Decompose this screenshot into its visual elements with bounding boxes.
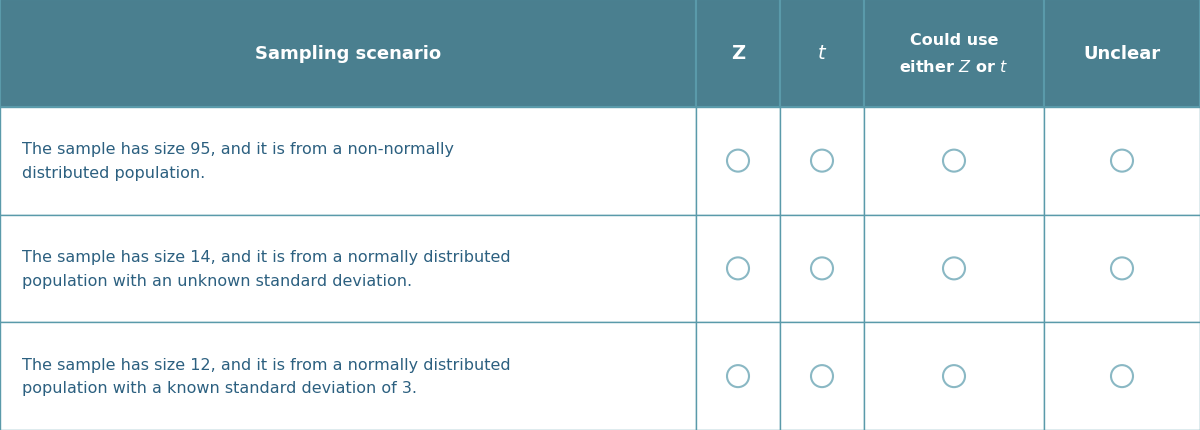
Bar [780, 108, 864, 215]
Bar [864, 322, 1044, 430]
Bar [780, 215, 864, 322]
Bar [1044, 215, 1200, 322]
Text: The sample has size 14, and it is from a normally distributed: The sample has size 14, and it is from a… [22, 249, 510, 264]
Bar [0, 108, 696, 215]
Bar [1044, 322, 1200, 430]
Bar [864, 108, 1044, 215]
Text: either $Z$ or $t$: either $Z$ or $t$ [899, 58, 1009, 75]
Bar [1044, 108, 1200, 215]
Bar [864, 0, 1044, 108]
Bar [1044, 0, 1200, 108]
Bar [696, 108, 780, 215]
Bar [0, 215, 696, 322]
Bar [780, 0, 864, 108]
Text: Z: Z [731, 44, 745, 63]
Bar [696, 215, 780, 322]
Text: Unclear: Unclear [1084, 45, 1160, 63]
Bar [696, 0, 780, 108]
Text: distributed population.: distributed population. [22, 166, 205, 181]
Text: $t$: $t$ [817, 44, 827, 63]
Text: population with a known standard deviation of 3.: population with a known standard deviati… [22, 381, 416, 396]
Bar [696, 322, 780, 430]
Bar [0, 322, 696, 430]
Text: population with an unknown standard deviation.: population with an unknown standard devi… [22, 273, 412, 288]
Text: Sampling scenario: Sampling scenario [254, 45, 442, 63]
Text: Could use: Could use [910, 34, 998, 48]
Bar [0, 0, 696, 108]
Bar [864, 215, 1044, 322]
Bar [780, 322, 864, 430]
Text: The sample has size 12, and it is from a normally distributed: The sample has size 12, and it is from a… [22, 357, 510, 372]
Text: The sample has size 95, and it is from a non-normally: The sample has size 95, and it is from a… [22, 142, 454, 157]
